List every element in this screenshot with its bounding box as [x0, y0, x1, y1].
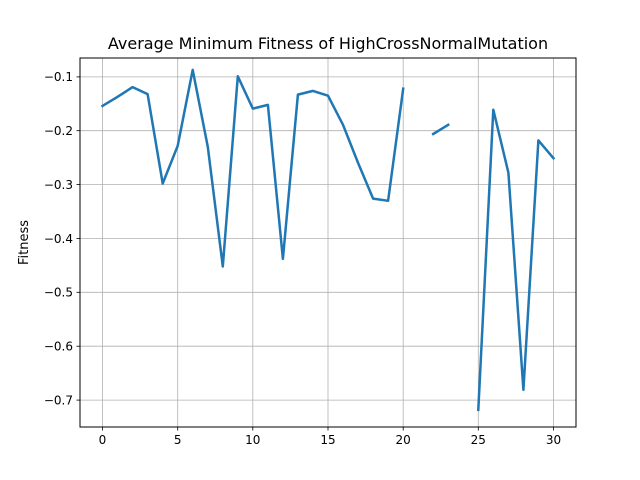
- y-tick-label: −0.1: [44, 70, 73, 84]
- y-tick-label: −0.3: [44, 178, 73, 192]
- y-tick-label: −0.2: [44, 124, 73, 138]
- series-layer: [100, 68, 556, 412]
- chart-title: Average Minimum Fitness of HighCrossNorm…: [108, 34, 548, 53]
- y-tick-label: −0.5: [44, 286, 73, 300]
- y-axis-label: Fitness: [17, 220, 32, 265]
- y-tick-label: −0.7: [44, 393, 73, 407]
- axis-ticks: 0 5 10 15 20 25 30 −0.7 −0.6 −0.5 −0.4 −0.3 −0.2 −0.1: [44, 70, 561, 447]
- x-tick-label: 30: [546, 433, 561, 447]
- x-tick-label: 20: [396, 433, 411, 447]
- x-tick-label: 25: [471, 433, 486, 447]
- x-tick-label: 15: [320, 433, 335, 447]
- y-tick-label: −0.4: [44, 232, 73, 246]
- x-tick-label: 0: [99, 433, 107, 447]
- x-tick-label: 10: [245, 433, 260, 447]
- y-tick-label: −0.6: [44, 340, 73, 354]
- series-line: [100, 68, 556, 412]
- x-tick-label: 5: [174, 433, 182, 447]
